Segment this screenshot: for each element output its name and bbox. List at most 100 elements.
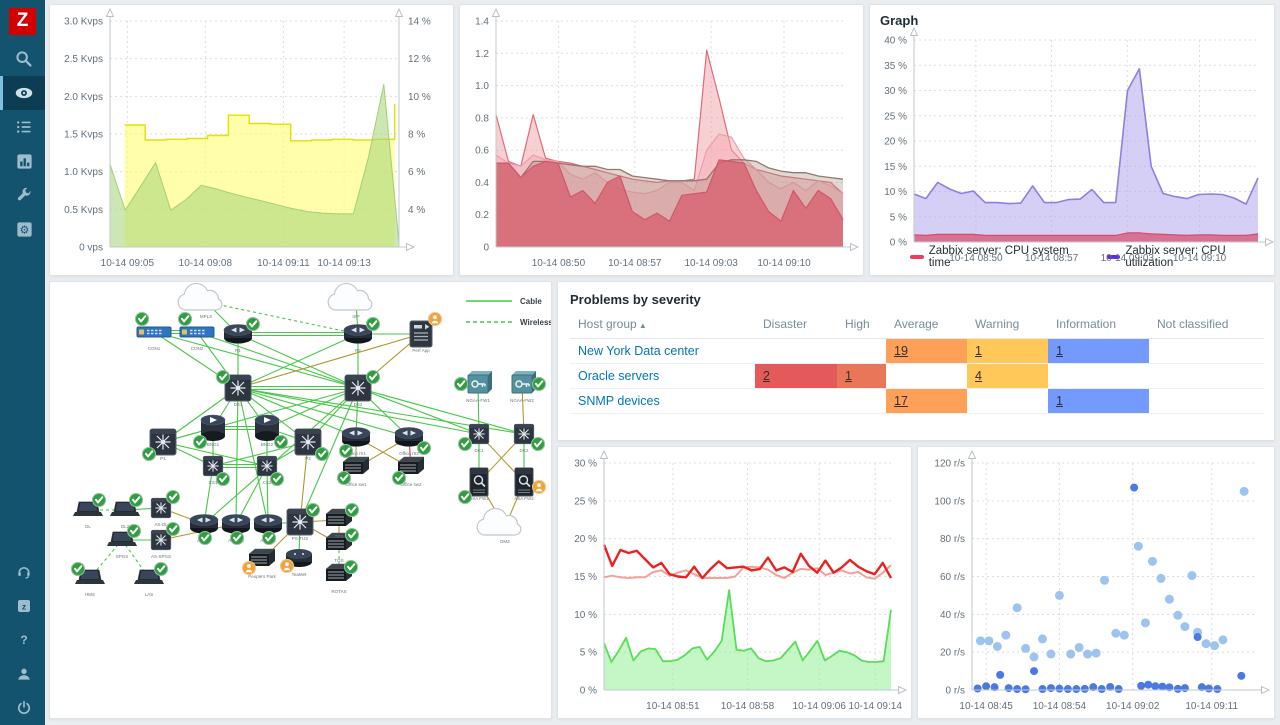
sidebar-item-administration[interactable]: ⚙: [0, 212, 45, 246]
map-node-os1[interactable]: [342, 456, 370, 474]
user-profile-icon[interactable]: [0, 657, 45, 691]
cpu-lines-chart[interactable]: 30 % 25 % 20 % 15 % 10 % 5 % 0 % 10-14 08:51 10-…: [560, 449, 909, 716]
svg-text:10-14 08:51: 10-14 08:51: [646, 701, 700, 712]
map-node-or2[interactable]: [394, 427, 424, 447]
column-header-information[interactable]: Information: [1048, 311, 1149, 339]
status-ok-icon: [71, 562, 85, 576]
map-node-agddi[interactable]: [221, 514, 251, 534]
map-node-con1[interactable]: [136, 326, 172, 338]
map-node-label: AS-DL: [154, 522, 168, 527]
map-node-tps[interactable]: [325, 508, 353, 526]
legend-item: Zabbix server: CPU system time: [910, 245, 1091, 269]
map-node-label: PS-TUS: [292, 536, 309, 541]
map-node-label: TGS: [334, 558, 343, 563]
column-header-warning[interactable]: Warning: [967, 311, 1048, 339]
wrench-icon: [17, 187, 31, 201]
column-header-high[interactable]: High: [837, 311, 886, 339]
severity-cell-average: [886, 363, 967, 389]
map-node-fw1[interactable]: [469, 467, 489, 497]
sidebar-item-reports[interactable]: [0, 144, 45, 178]
map-node-asdl[interactable]: [150, 497, 172, 519]
svg-text:5 %: 5 %: [580, 648, 597, 659]
map-node-r1[interactable]: [223, 324, 253, 344]
map-node-papp[interactable]: [409, 320, 433, 348]
map-node-ppark[interactable]: [248, 548, 276, 566]
map-node-dc1[interactable]: [468, 423, 490, 445]
map-node-fw2[interactable]: [514, 467, 534, 497]
map-node-dmz[interactable]: [476, 507, 522, 536]
map-node-spgs[interactable]: [107, 531, 137, 546]
map-node-fwa1[interactable]: [467, 371, 492, 394]
problem-count-link[interactable]: 1: [1056, 394, 1063, 408]
map-node-p1[interactable]: [149, 428, 177, 456]
column-header-host-group[interactable]: Host group ▲: [570, 311, 755, 339]
support-icon[interactable]: [0, 555, 45, 589]
map-node-las[interactable]: [134, 569, 164, 584]
map-node-bng2[interactable]: [254, 414, 280, 441]
host-group-link[interactable]: Oracle servers: [578, 369, 660, 383]
share-icon[interactable]: z: [0, 589, 45, 623]
sign-out-icon[interactable]: [0, 691, 45, 725]
map-node-pstus[interactable]: [286, 508, 314, 536]
problem-count-link[interactable]: 17: [894, 394, 908, 408]
problem-count-link[interactable]: 1: [1056, 344, 1063, 358]
svg-text:10-14 08:50: 10-14 08:50: [532, 258, 586, 269]
map-node-isp[interactable]: [327, 282, 373, 311]
status-ok-icon: [366, 317, 380, 331]
map-node-r2[interactable]: [343, 324, 373, 344]
map-node-label: TeaMet: [292, 572, 308, 577]
problem-count-link[interactable]: 1: [845, 369, 852, 383]
svg-text:30 %: 30 %: [574, 459, 597, 470]
map-node-bng1[interactable]: [200, 414, 226, 441]
status-ok-icon: [458, 437, 472, 451]
map-node-dc2[interactable]: [513, 423, 535, 445]
map-node-label: LAS: [145, 592, 154, 597]
map-node-asspgs[interactable]: [150, 529, 172, 551]
panel-cpu-lines-graph: 30 % 25 % 20 % 15 % 10 % 5 % 0 % 10-14 08:51 10-…: [557, 446, 912, 719]
zabbix-logo[interactable]: Z: [0, 0, 45, 42]
svg-text:0 %: 0 %: [890, 238, 907, 249]
status-ok-icon: [531, 437, 545, 451]
column-header-disaster[interactable]: Disaster: [755, 311, 837, 339]
svg-text:0.4: 0.4: [475, 178, 489, 189]
problem-count-link[interactable]: 2: [763, 369, 770, 383]
map-node-ds1[interactable]: [224, 374, 252, 402]
dashboard: 3.0 Kvps 2.5 Kvps 2.0 Kvps 1.5 Kvps 1.0 Kvps…: [45, 0, 1280, 725]
host-group-link[interactable]: New York Data center: [578, 344, 699, 358]
map-node-or1[interactable]: [341, 427, 371, 447]
cpu-graph-chart[interactable]: 40 % 35 % 30 % 25 % 20 % 15 % 10 % 5 % 0 % 10-14 …: [870, 26, 1275, 264]
rate-points-chart[interactable]: 120 r/s 100 r/s 80 r/s 60 r/s 40 r/s 20 r/s 0 …: [920, 449, 1272, 716]
map-node-os2[interactable]: [397, 456, 425, 474]
search-icon[interactable]: [0, 42, 45, 76]
map-node-mpls[interactable]: [177, 282, 223, 311]
sidebar-item-services[interactable]: [0, 110, 45, 144]
problem-count-link[interactable]: 1: [975, 344, 982, 358]
values-graph-chart[interactable]: 1.4 1.2 1.0 0.8 0.6 0.4 0.2 0 10-14 08:50 10-14 0…: [462, 7, 861, 273]
map-node-con2[interactable]: [179, 326, 215, 338]
map-node-hms[interactable]: [75, 569, 105, 584]
zabbix-logo-letter: Z: [9, 7, 36, 35]
map-node-cs1[interactable]: [202, 455, 224, 477]
status-ok-icon: [246, 317, 260, 331]
status-ok-icon: [270, 472, 284, 486]
network-map[interactable]: MPLS ISP CON1 CON2 R1 R2 Perf App DS1 DS2 NGAA-FW…: [50, 282, 551, 718]
help-icon[interactable]: ?: [0, 623, 45, 657]
severity-cell-disaster: 2: [755, 363, 837, 389]
map-node-cs2[interactable]: [256, 455, 278, 477]
map-node-ds2[interactable]: [344, 374, 372, 402]
sidebar-item-configuration[interactable]: [0, 178, 45, 212]
host-group-link[interactable]: SNMP devices: [578, 394, 660, 408]
map-node-dl2[interactable]: [110, 501, 140, 516]
sidebar-item-monitoring[interactable]: [0, 76, 45, 110]
column-header-average[interactable]: Average: [886, 311, 967, 339]
svg-text:8 %: 8 %: [408, 130, 425, 141]
traffic-graph-chart[interactable]: 3.0 Kvps 2.5 Kvps 2.0 Kvps 1.5 Kvps 1.0 Kvps…: [52, 7, 451, 273]
map-node-attbs[interactable]: [253, 514, 283, 534]
problem-count-link[interactable]: 19: [894, 344, 908, 358]
panel-title-problems: Problems by severity: [570, 292, 701, 307]
map-node-agdl[interactable]: [189, 514, 219, 534]
map-node-dl1[interactable]: [73, 501, 103, 516]
problem-count-link[interactable]: 4: [975, 369, 982, 383]
map-node-p2[interactable]: [294, 428, 322, 456]
column-header-not-classified[interactable]: Not classified: [1149, 311, 1264, 339]
